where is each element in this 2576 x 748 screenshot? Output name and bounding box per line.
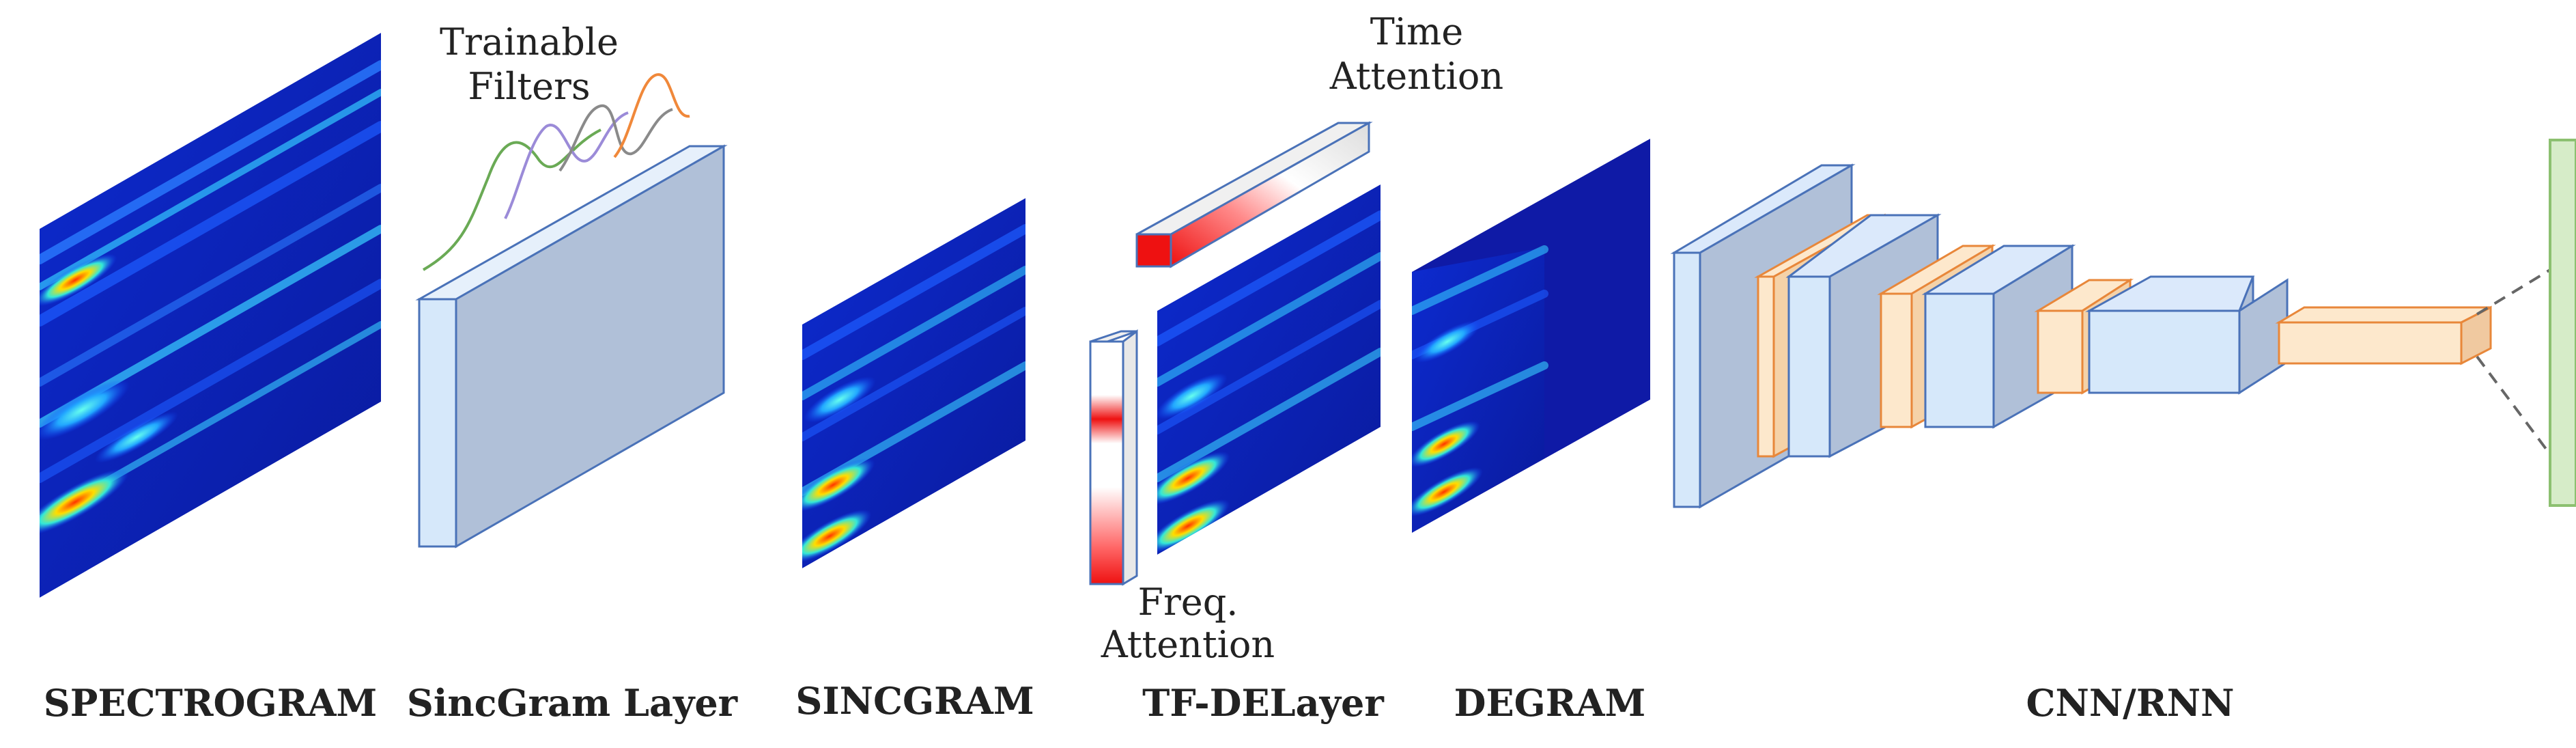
degram-heatmap [1412,139,1650,533]
output-connectors [2476,268,2551,456]
freq-attention-line-2: Attention [1101,623,1275,666]
trainable-filter-curves [422,73,690,271]
spectrogram-heatmap [40,33,381,598]
time-attention-label: Time Attention [1329,10,1503,98]
rnn-bar [2275,305,2492,365]
trainable-filters-label: Trainable Filters [440,20,619,108]
tf-delayer-heatmap [1157,184,1381,555]
time-attention-line-1: Time [1370,10,1463,53]
trainable-filters-line-2: Filters [468,65,590,108]
cnn-rnn-stack [1670,139,2576,509]
label-spectrogram: SPECTROGRAM [44,681,378,725]
sincgram-layer-block [415,144,728,549]
freq-attention-bar [1089,329,1138,586]
label-sincgram-layer: SincGram Layer [407,681,738,725]
cnn-block-4 [2085,275,2289,395]
time-attention-bar [1135,121,1373,268]
label-cnn-rnn: CNN/RNN [2026,681,2234,725]
label-tf-delayer: TF-DELayer [1142,681,1384,725]
freq-attention-line-1: Freq. [1138,581,1239,624]
label-degram: DEGRAM [1454,681,1646,725]
time-attention-line-2: Attention [1329,55,1503,98]
label-sincgram: SINCGRAM [795,679,1034,723]
output-vector [2549,139,2576,507]
freq-attention-label: Freq. Attention [1101,581,1275,666]
trainable-filters-line-1: Trainable [440,20,619,64]
sincgram-heatmap [802,198,1025,568]
